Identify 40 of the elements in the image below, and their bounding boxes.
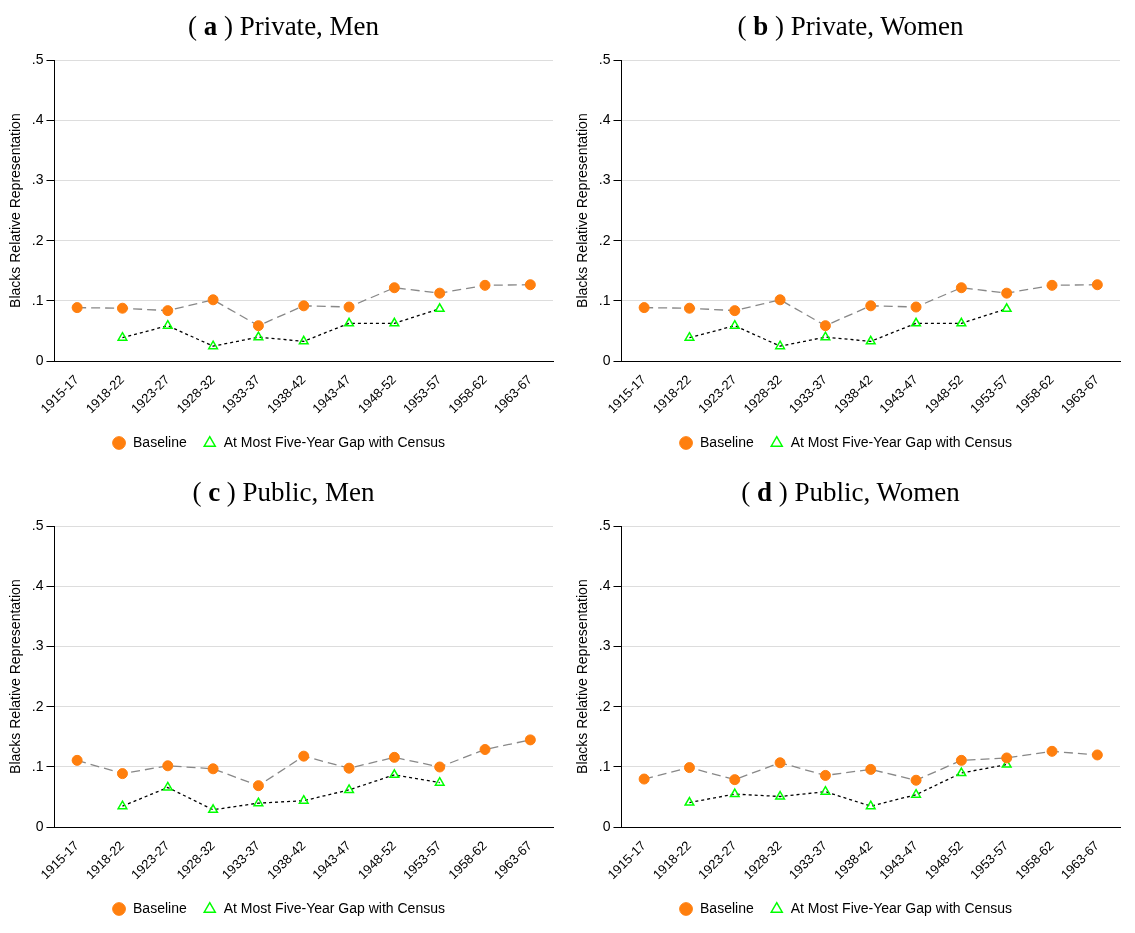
y-tick-label: .2 xyxy=(31,231,44,248)
y-tick-label: .5 xyxy=(31,516,44,533)
y-tick-label: .4 xyxy=(31,111,44,128)
legend-label: At Most Five-Year Gap with Census xyxy=(790,433,1012,450)
y-tick-label: .4 xyxy=(31,577,44,594)
y-tick-label: .1 xyxy=(31,757,44,774)
y-tick-label: .2 xyxy=(598,231,611,248)
legend-label: At Most Five-Year Gap with Census xyxy=(790,899,1012,916)
legend-label: Baseline xyxy=(133,899,187,916)
chart-title: ( c ) Public, Men xyxy=(191,476,376,509)
y-tick-label: 0 xyxy=(602,818,611,835)
y-tick-label: .1 xyxy=(31,291,44,308)
y-tick-label: 0 xyxy=(35,352,44,369)
legend-label: Baseline xyxy=(700,899,754,916)
y-axis-title: Blacks Relative Representation xyxy=(7,113,24,308)
legend-label: At Most Five-Year Gap with Census xyxy=(223,433,445,450)
y-tick-label: .5 xyxy=(598,50,611,67)
y-tick-label: .2 xyxy=(598,697,611,714)
y-tick-label: .1 xyxy=(598,757,611,774)
y-tick-label: .5 xyxy=(598,516,611,533)
y-tick-label: .3 xyxy=(598,637,611,654)
y-tick-label: .3 xyxy=(31,171,44,188)
y-tick-label: .1 xyxy=(598,291,611,308)
y-axis-title: Blacks Relative Representation xyxy=(7,579,24,774)
y-tick-label: 0 xyxy=(35,818,44,835)
y-tick-label: 0 xyxy=(602,352,611,369)
y-tick-label: .5 xyxy=(31,50,44,67)
y-tick-label: .4 xyxy=(598,111,611,128)
chart-title: ( d ) Public, Women xyxy=(740,476,961,509)
y-tick-label: .2 xyxy=(31,697,44,714)
y-tick-label: .3 xyxy=(31,637,44,654)
chart-title: ( b ) Private, Women xyxy=(736,10,965,43)
y-tick-label: .3 xyxy=(598,171,611,188)
y-axis-title: Blacks Relative Representation xyxy=(574,113,591,308)
y-tick-label: .4 xyxy=(598,577,611,594)
y-axis-title: Blacks Relative Representation xyxy=(574,579,591,774)
legend-label: Baseline xyxy=(133,433,187,450)
legend-label: At Most Five-Year Gap with Census xyxy=(223,899,445,916)
legend-label: Baseline xyxy=(700,433,754,450)
chart-title: ( a ) Private, Men xyxy=(186,10,381,43)
